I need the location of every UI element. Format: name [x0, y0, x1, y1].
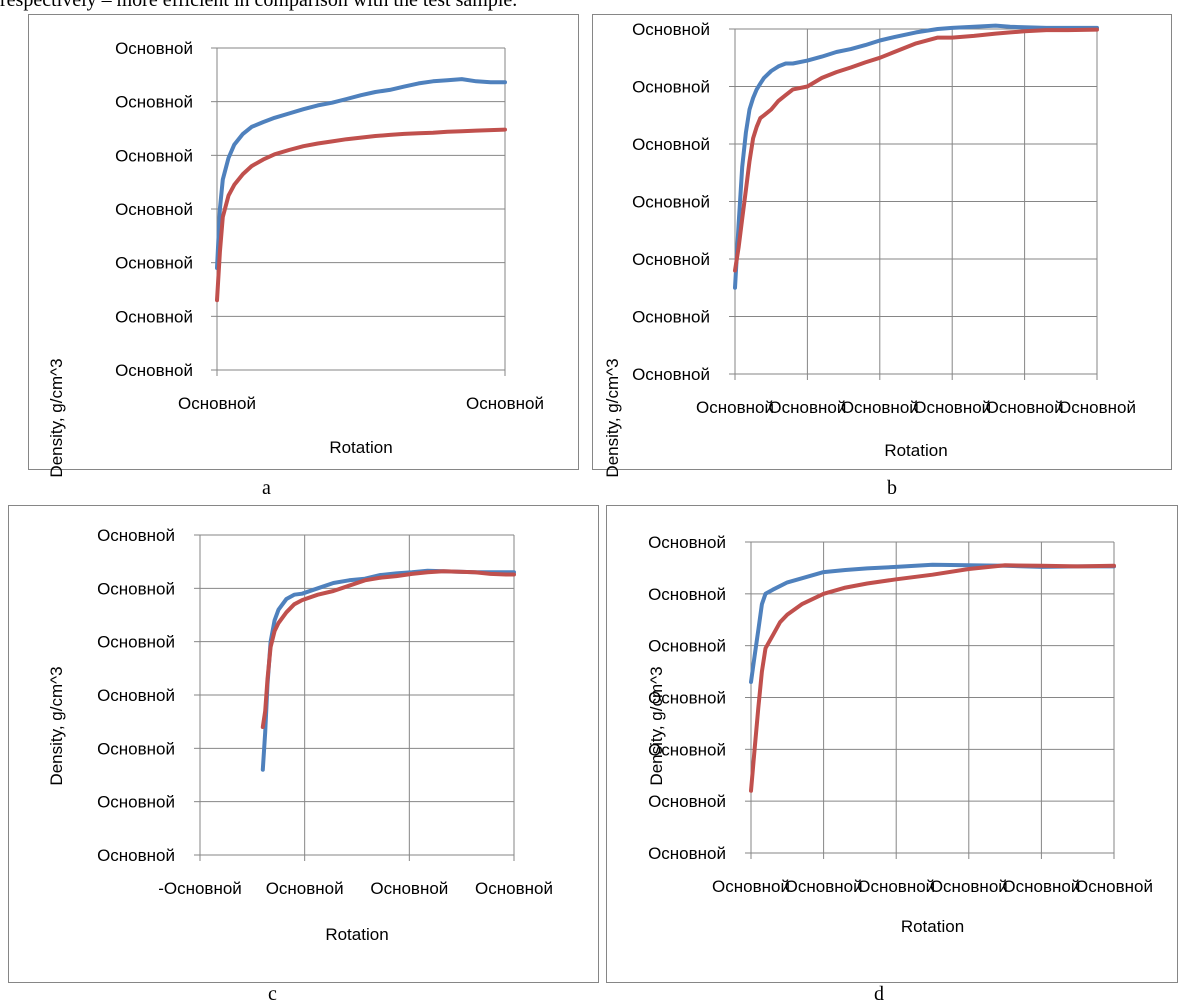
y-tick-label: Основной — [115, 307, 193, 326]
series-line-1 — [215, 77, 507, 270]
caption-c: c — [268, 983, 277, 1005]
x-axis-title: Rotation — [884, 441, 947, 460]
chart-panel-d — [606, 505, 1178, 983]
y-axis-title: Density, g/cm^3 — [647, 666, 666, 785]
series-line-2 — [749, 563, 1116, 793]
y-tick-label: Основной — [648, 637, 726, 656]
y-tick-label: Основной — [648, 533, 726, 552]
x-tick-label: Основной — [841, 398, 919, 417]
chart-d: ОсновнойОсновнойОсновнойОсновнойОсновной… — [647, 533, 1153, 936]
y-tick-label: Основной — [632, 308, 710, 327]
x-tick-label: Основной — [475, 879, 553, 898]
x-tick-label: Основной — [712, 877, 790, 896]
series-line-1 — [749, 562, 1116, 684]
x-tick-label: Основной — [370, 879, 448, 898]
x-axis-title: Rotation — [325, 925, 388, 944]
intro-text: respectively – more efficient in compari… — [0, 0, 518, 11]
x-tick-label: Основной — [1002, 877, 1080, 896]
x-tick-label: Основной — [785, 877, 863, 896]
x-tick-label: Основной — [913, 398, 991, 417]
y-tick-label: Основной — [97, 793, 175, 812]
chart-panel-b — [592, 14, 1172, 470]
y-tick-label: Основной — [115, 39, 193, 58]
y-tick-label: Основной — [115, 93, 193, 112]
series-line-2 — [215, 127, 507, 303]
caption-d: d — [874, 983, 884, 1005]
y-tick-label: Основной — [632, 193, 710, 212]
chart-panel-a — [28, 14, 579, 470]
y-tick-label: Основной — [648, 792, 726, 811]
x-tick-label: Основной — [986, 398, 1064, 417]
y-tick-label: Основной — [97, 579, 175, 598]
x-tick-label: Основной — [768, 398, 846, 417]
y-tick-label: Основной — [648, 585, 726, 604]
x-tick-label: Основной — [857, 877, 935, 896]
series-line-2 — [733, 27, 1099, 273]
caption-b: b — [887, 477, 897, 499]
y-axis-title: Density, g/cm^3 — [47, 666, 66, 785]
y-tick-label: Основной — [632, 78, 710, 97]
y-tick-label: Основной — [115, 200, 193, 219]
series-line-2 — [260, 569, 516, 729]
y-tick-label: Основной — [97, 633, 175, 652]
x-axis-title: Rotation — [901, 917, 964, 936]
y-tick-label: Основной — [632, 365, 710, 384]
chart-a: Основной Основной Основной Основной Основной… — [47, 39, 544, 478]
x-tick-label: Основной — [466, 394, 544, 413]
y-tick-label: Основной — [632, 135, 710, 154]
y-tick-label: Основной — [97, 846, 175, 865]
y-tick-label: Основной — [648, 844, 726, 863]
y-axis-title: Density, g/cm^3 — [603, 358, 622, 477]
x-tick-label: Основной — [1075, 877, 1153, 896]
y-tick-label: Основной — [648, 689, 726, 708]
x-tick-label: -Основной — [158, 879, 242, 898]
x-tick-label: Основной — [1058, 398, 1136, 417]
y-tick-label: Основной — [97, 739, 175, 758]
y-tick-label: Основной — [115, 146, 193, 165]
chart-b: ОсновнойОсновнойОсновнойОсновнойОсновной… — [603, 20, 1136, 478]
y-tick-label: Основной — [115, 361, 193, 380]
y-tick-label: Основной — [115, 254, 193, 273]
y-axis-title: Density, g/cm^3 — [47, 358, 66, 477]
x-tick-label: Основной — [696, 398, 774, 417]
y-tick-label: Основной — [97, 686, 175, 705]
x-axis-title: Rotation — [329, 438, 392, 457]
y-tick-label: Основной — [632, 250, 710, 269]
chart-panel-c — [8, 505, 599, 983]
x-tick-label: Основной — [178, 394, 256, 413]
y-tick-label: Основной — [97, 526, 175, 545]
y-tick-label: Основной — [648, 740, 726, 759]
series-line-1 — [733, 23, 1099, 290]
chart-c: Основной Основной Основной Основной Основной… — [47, 526, 553, 944]
x-tick-label: Основной — [930, 877, 1008, 896]
caption-a: a — [262, 477, 271, 499]
y-tick-label: Основной — [632, 20, 710, 39]
x-tick-label: Основной — [266, 879, 344, 898]
